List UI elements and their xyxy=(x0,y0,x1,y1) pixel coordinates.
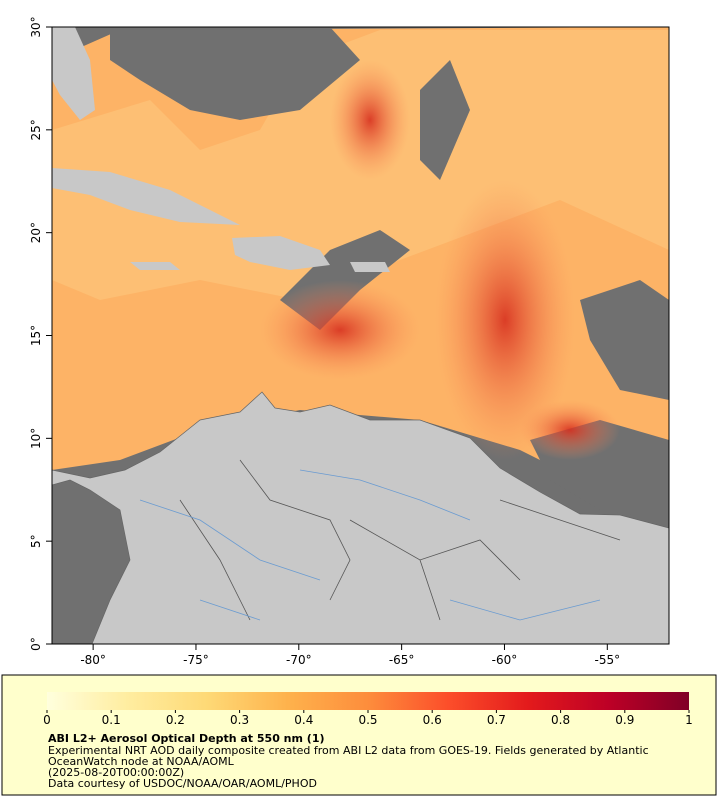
x-tick-label: -60° xyxy=(492,653,518,667)
x-tick-label: -80° xyxy=(80,653,106,667)
x-tick-label: -55° xyxy=(594,653,620,667)
y-tick-label: 25° xyxy=(29,119,43,140)
title: ABI L2+ Aerosol Optical Depth at 550 nm … xyxy=(48,732,325,745)
note: (2025-08-20T00:00:00Z) xyxy=(48,766,184,779)
colorbar-tick-label: 0.3 xyxy=(230,713,249,727)
colorbar-tick-label: 0 xyxy=(43,713,51,727)
colorbar-tick-label: 0.9 xyxy=(615,713,634,727)
map-image xyxy=(52,27,669,644)
y-tick-label: 20° xyxy=(29,222,43,243)
note: Data courtesy of USDOC/NOAA/OAR/AOML/PHO… xyxy=(48,777,317,790)
colorbar-tick-label: 0.7 xyxy=(487,713,506,727)
colorbar xyxy=(47,692,689,710)
y-tick-label: 0° xyxy=(29,637,43,651)
y-tick-label: 5° xyxy=(29,534,43,548)
x-tick-label: -70° xyxy=(286,653,312,667)
x-tick-label: -75° xyxy=(183,653,209,667)
colorbar-tick-label: 0.8 xyxy=(551,713,570,727)
note: OceanWatch node at NOAA/AOML xyxy=(48,755,235,768)
colorbar-tick-label: 0.4 xyxy=(294,713,313,727)
colorbar-tick-label: 0.1 xyxy=(102,713,121,727)
y-tick-label: 30° xyxy=(29,16,43,37)
x-tick-label: -65° xyxy=(389,653,415,667)
y-tick-label: 10° xyxy=(29,428,43,449)
colorbar-tick-label: 0.6 xyxy=(423,713,442,727)
y-tick-label: 15° xyxy=(29,325,43,346)
note: Experimental NRT AOD daily composite cre… xyxy=(48,744,649,757)
colorbar-tick-label: 1 xyxy=(685,713,693,727)
colorbar-tick-label: 0.2 xyxy=(166,713,185,727)
colorbar-tick-label: 0.5 xyxy=(358,713,377,727)
